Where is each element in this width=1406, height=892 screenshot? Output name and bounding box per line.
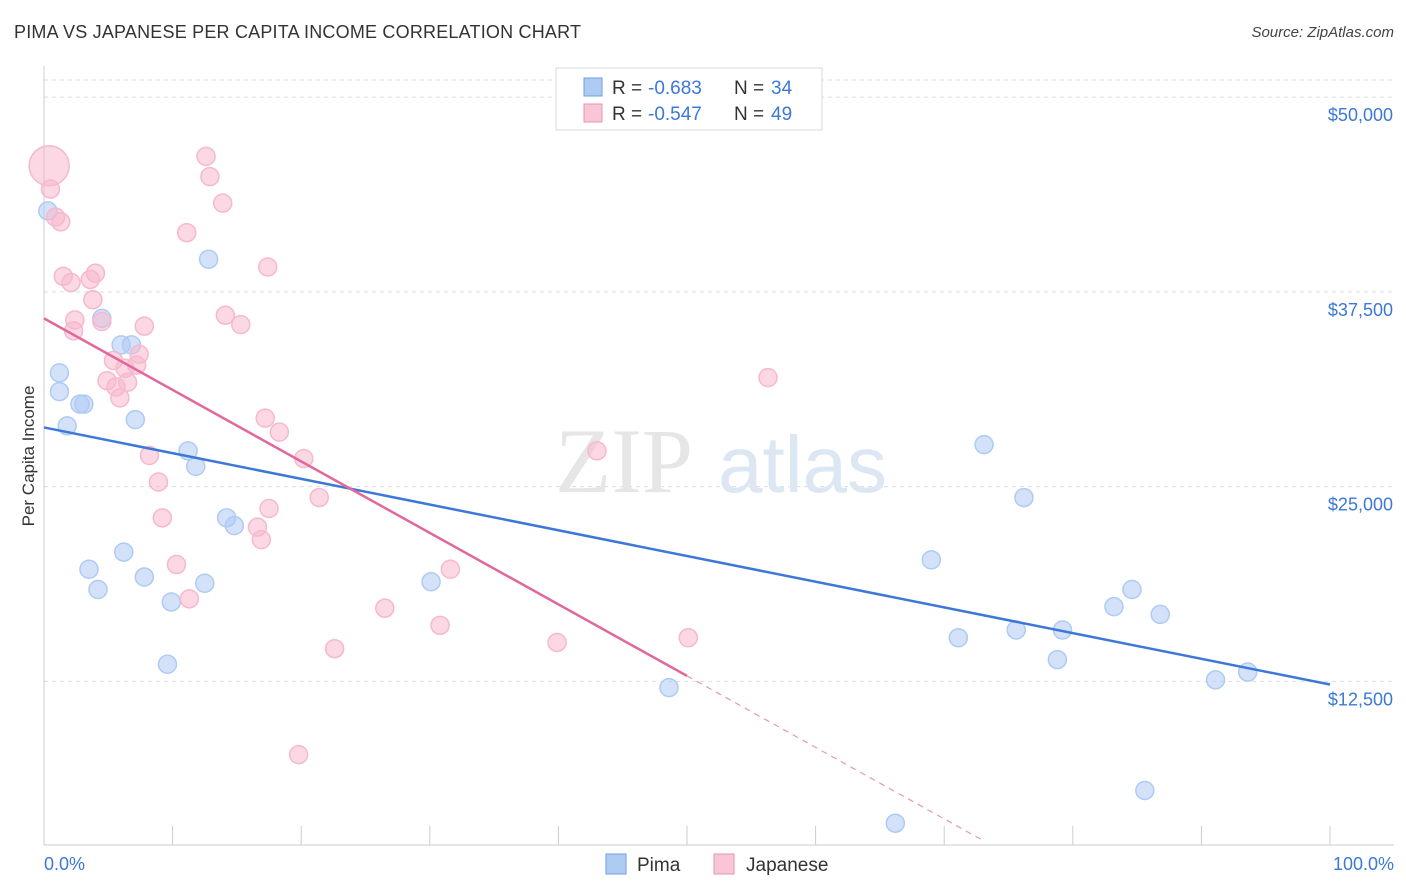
pima-point-21 <box>659 677 679 698</box>
pima-trend-line <box>43 426 1331 686</box>
japanese-point-22 <box>148 472 169 492</box>
pima-point-29 <box>1104 596 1124 617</box>
japanese-point-33 <box>259 498 279 519</box>
japanese-point-43 <box>440 559 461 579</box>
japanese-point-31 <box>231 314 251 335</box>
pima-point-23 <box>1014 487 1034 508</box>
japanese-point-37 <box>255 408 275 428</box>
legend-swatch-pima[interactable] <box>605 853 627 875</box>
japanese-point-30 <box>215 305 236 326</box>
pima-point-16 <box>195 573 215 594</box>
source-credit: Source: ZipAtlas.com <box>1251 24 1394 41</box>
pima-point-34 <box>1135 780 1155 801</box>
japanese-point-44 <box>587 441 607 461</box>
japanese-point-42 <box>430 615 450 636</box>
stats-swatch-pima <box>583 77 603 97</box>
japanese-point-32 <box>258 257 278 277</box>
pima-point-20 <box>421 571 441 592</box>
y-axis-tick-labels: $12,500 $25,000 $37,500 $50,000 <box>1328 105 1393 709</box>
stats-pima-n-value: 34 <box>771 78 793 99</box>
japanese-point-35 <box>309 487 329 508</box>
x-tick-label-max: 100.0% <box>1333 854 1394 874</box>
watermark-zip: ZIP <box>555 410 693 512</box>
legend-label-japanese[interactable]: Japanese <box>746 855 828 876</box>
pima-point-25 <box>948 628 969 648</box>
y-tick-label-2: $37,500 <box>1328 300 1393 320</box>
japanese-point-8 <box>83 289 103 310</box>
y-axis-label: Per Capita Income <box>19 386 38 527</box>
stats-japanese-r-label: R = <box>612 104 642 125</box>
pima-point-32 <box>1205 670 1226 690</box>
pima-point-35 <box>885 813 906 833</box>
japanese-point-26 <box>196 146 216 167</box>
japanese-point-48 <box>288 744 309 765</box>
japanese-point-47 <box>758 367 778 388</box>
pima-point-36 <box>88 579 108 600</box>
japanese-point-40 <box>324 638 345 659</box>
japanese-trend-line-extension <box>686 675 984 841</box>
pima-point-18 <box>224 515 245 536</box>
japanese-point-19 <box>110 388 130 408</box>
chart-title: PIMA VS JAPANESE PER CAPITA INCOME CORRE… <box>14 22 582 42</box>
x-axis-ticks <box>43 826 1331 845</box>
pima-point-31 <box>1150 604 1170 625</box>
trend-lines <box>43 317 1331 841</box>
y-tick-label-3: $50,000 <box>1328 105 1393 125</box>
pima-point-1 <box>49 363 70 383</box>
legend-label-pima[interactable]: Pima <box>637 855 681 876</box>
pima-point-14 <box>113 542 134 562</box>
japanese-point-5 <box>61 272 81 293</box>
japanese-point-23 <box>152 508 173 528</box>
pima-point-27 <box>1047 649 1068 670</box>
japanese-point-28 <box>213 193 233 213</box>
y-tick-label-1: $25,000 <box>1328 495 1393 515</box>
watermark-atlas: atlas <box>718 420 887 509</box>
stats-pima-r-label: R = <box>612 78 642 99</box>
pima-point-30 <box>1122 579 1142 600</box>
pima-point-24 <box>921 550 942 570</box>
japanese-point-36 <box>269 422 290 442</box>
japanese-point-41 <box>375 598 395 618</box>
grid-lines <box>44 79 1394 682</box>
pima-point-11 <box>198 249 219 269</box>
pima-point-19 <box>157 654 178 675</box>
x-tick-label-min: 0.0% <box>44 854 85 874</box>
japanese-point-20 <box>117 372 138 393</box>
stats-japanese-n-label: N = <box>734 104 764 125</box>
stats-japanese-r-value: -0.547 <box>648 104 702 125</box>
pima-point-22 <box>974 434 994 455</box>
japanese-point-15 <box>129 344 149 364</box>
japanese-point-39 <box>251 529 272 550</box>
japanese-point-29 <box>176 222 197 243</box>
japanese-point-16 <box>134 316 155 336</box>
legend-swatch-japanese[interactable] <box>713 853 735 875</box>
stats-pima-r-value: -0.683 <box>648 78 702 99</box>
japanese-point-27 <box>200 166 220 187</box>
pima-point-9 <box>134 567 155 587</box>
japanese-trend-line <box>43 317 688 677</box>
stats-swatch-japanese <box>583 103 603 123</box>
japanese-point-1 <box>40 179 61 199</box>
stats-pima-n-label: N = <box>734 78 764 99</box>
japanese-point-46 <box>678 628 699 648</box>
pima-point-8 <box>125 409 146 430</box>
y-tick-label-0: $12,500 <box>1328 689 1393 709</box>
pima-point-15 <box>74 394 94 414</box>
japanese-point-21 <box>139 445 160 466</box>
japanese-point-24 <box>166 554 187 575</box>
japanese-point-3 <box>50 212 71 232</box>
stats-japanese-n-value: 49 <box>771 104 792 125</box>
japanese-point-7 <box>85 263 106 283</box>
pima-point-2 <box>49 381 70 402</box>
japanese-point-25 <box>179 589 200 609</box>
pima-point-13 <box>161 592 182 612</box>
pima-point-37 <box>79 559 99 579</box>
japanese-point-9 <box>92 311 112 332</box>
japanese-point-45 <box>547 632 567 653</box>
